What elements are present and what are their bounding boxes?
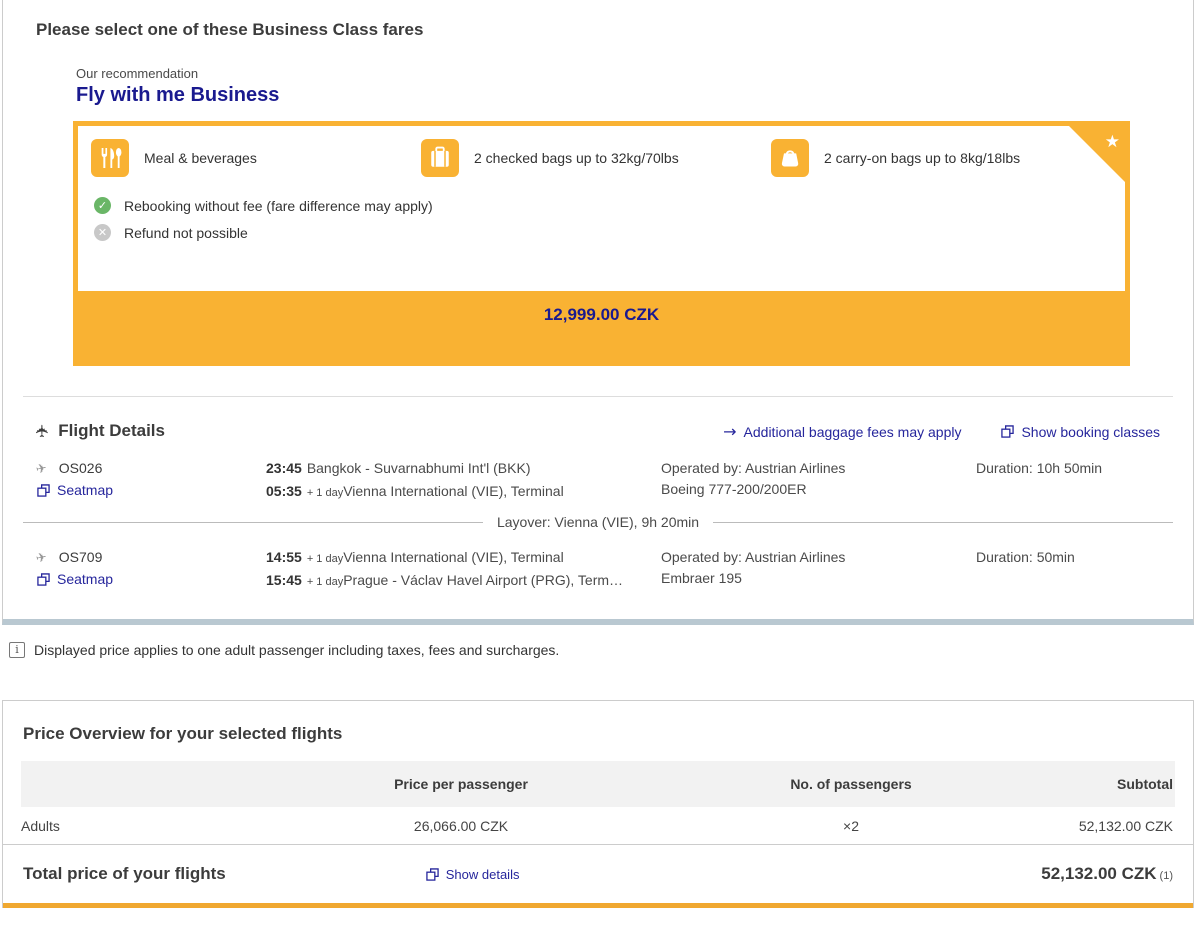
popup-window-icon	[426, 867, 439, 881]
aircraft: Boeing 777-200/200ER	[661, 481, 807, 497]
condition-label: Rebooking without fee (fare difference m…	[124, 197, 433, 214]
flight-segment-row: ✈ OS709 Seatmap 14:55 + 1 dayVienna Inter…	[34, 547, 1160, 593]
price-overview-title: Price Overview for your selected flights	[23, 724, 343, 743]
arrival-line: 05:35 + 1 dayVienna International (VIE), …	[266, 483, 564, 499]
total-price-note: (1)	[1159, 870, 1173, 882]
layover-line	[23, 521, 483, 523]
operated-by: Operated by: Austrian Airlines	[661, 460, 846, 476]
segment-id-col: ✈ OS709 Seatmap	[34, 547, 266, 593]
segment-route-col: 14:55 + 1 dayVienna International (VIE), …	[266, 547, 661, 593]
condition-rebooking: ✓ Rebooking without fee (fare difference…	[94, 197, 1113, 214]
check-icon: ✓	[94, 197, 111, 214]
plane-icon: ✈	[34, 550, 49, 567]
flight-details-links: → Additional baggage fees may apply Show…	[723, 422, 1160, 441]
show-details-link[interactable]: Show details	[426, 867, 519, 882]
fare-card-fly-with-me-business[interactable]: Meal & beverages 2 checked bags up to 32…	[73, 121, 1130, 366]
seatmap-link[interactable]: Seatmap	[37, 569, 266, 590]
star-icon: ★	[1104, 132, 1120, 152]
segment-operator-col: Operated by: Austrian Airlines Embraer 1…	[661, 547, 976, 593]
flight-details-header: ✈ Flight Details → Additional baggage fe…	[33, 421, 1160, 441]
recommended-corner-ribbon: ★	[1069, 126, 1125, 182]
cutlery-icon	[91, 139, 129, 177]
layover-line	[713, 521, 1174, 523]
baggage-fees-link[interactable]: → Additional baggage fees may apply	[723, 422, 962, 441]
header-price-per-passenger: Price per passenger	[394, 776, 528, 792]
fare-price: 12,999.00 CZK	[543, 305, 660, 324]
flight-details-title-text: Flight Details	[58, 421, 165, 440]
popup-window-icon	[37, 573, 50, 586]
spacer	[78, 251, 1125, 291]
fare-name: Fly with me Business	[76, 84, 280, 106]
table-row-adults: Adults 26,066.00 CZK ×2 52,132.00 CZK	[21, 807, 1175, 844]
segment-id-col: ✈ OS026 Seatmap	[34, 458, 266, 504]
price-overview-table: Price per passenger No. of passengers Su…	[21, 761, 1175, 844]
condition-refund: ✕ Refund not possible	[94, 224, 1113, 241]
segment-duration: Duration: 50min	[976, 549, 1075, 565]
show-booking-classes-link[interactable]: Show booking classes	[1001, 424, 1160, 440]
total-price: 52,132.00 CZK (1)	[1041, 864, 1173, 883]
plane-icon: ✈	[34, 461, 49, 478]
arrow-right-icon: →	[723, 422, 737, 441]
passenger-count: ×2	[843, 817, 859, 834]
row-label: Adults	[21, 817, 60, 834]
aircraft: Embraer 195	[661, 570, 742, 586]
segment-route-col: 23:45 Bangkok - Suvarnabhumi Int'l (BKK) …	[266, 458, 661, 504]
benefit-label: 2 checked bags up to 32kg/70lbs	[474, 150, 679, 166]
fare-selection-panel: Please select one of these Business Clas…	[2, 0, 1194, 625]
subtotal: 52,132.00 CZK	[1078, 817, 1173, 834]
benefit-carry-on-bags: 2 carry-on bags up to 8kg/18lbs	[771, 139, 1113, 177]
flight-details-title: ✈ Flight Details	[33, 421, 165, 441]
price-per-passenger: 26,066.00 CZK	[413, 817, 509, 834]
info-icon: i	[9, 642, 25, 658]
price-notice: i Displayed price applies to one adult p…	[9, 642, 1200, 658]
segment-duration: Duration: 10h 50min	[976, 460, 1103, 476]
flight-number: ✈ OS709	[34, 547, 266, 569]
price-notice-text: Displayed price applies to one adult pas…	[34, 642, 560, 658]
plane-icon: ✈	[33, 423, 54, 439]
table-header-row: Price per passenger No. of passengers Su…	[21, 761, 1175, 807]
flight-number: ✈ OS026	[34, 458, 266, 480]
departure-line: 23:45 Bangkok - Suvarnabhumi Int'l (BKK)	[266, 460, 531, 476]
fare-conditions: ✓ Rebooking without fee (fare difference…	[78, 187, 1125, 241]
header-subtotal: Subtotal	[1117, 776, 1173, 792]
layover-text: Layover: Vienna (VIE), 9h 20min	[496, 514, 700, 530]
section-divider	[23, 396, 1173, 397]
flight-segment-row: ✈ OS026 Seatmap 23:45 Bangkok - Suvarnabh…	[34, 458, 1160, 504]
popup-window-icon	[37, 484, 50, 497]
fare-price-button[interactable]: 12,999.00 CZK	[78, 291, 1125, 361]
total-row: Total price of your flights Show details…	[3, 844, 1193, 908]
page-title: Please select one of these Business Clas…	[36, 20, 424, 39]
arrival-line: 15:45 + 1 dayPrague - Václav Havel Airpor…	[266, 572, 624, 588]
total-label: Total price of your flights	[23, 864, 226, 883]
benefit-checked-bags: 2 checked bags up to 32kg/70lbs	[421, 139, 771, 177]
benefit-label: Meal & beverages	[144, 150, 257, 166]
popup-window-icon	[1001, 425, 1015, 438]
layover-row: Layover: Vienna (VIE), 9h 20min	[23, 514, 1174, 530]
benefit-meals: Meal & beverages	[91, 139, 421, 177]
segment-operator-col: Operated by: Austrian Airlines Boeing 77…	[661, 458, 976, 504]
condition-label: Refund not possible	[124, 224, 248, 241]
cross-icon: ✕	[94, 224, 111, 241]
checked-bag-icon	[421, 139, 459, 177]
header-no-of-passengers: No. of passengers	[790, 776, 912, 792]
operated-by: Operated by: Austrian Airlines	[661, 549, 846, 565]
carry-on-bag-icon	[771, 139, 809, 177]
benefit-label: 2 carry-on bags up to 8kg/18lbs	[824, 150, 1021, 166]
recommendation-label: Our recommendation	[76, 66, 199, 81]
recommendation-block: Our recommendation Fly with me Business	[76, 66, 1160, 107]
price-overview-card: Price Overview for your selected flights…	[2, 700, 1194, 908]
seatmap-link[interactable]: Seatmap	[37, 480, 266, 501]
fare-benefits: Meal & beverages 2 checked bags up to 32…	[78, 126, 1125, 187]
departure-line: 14:55 + 1 dayVienna International (VIE), …	[266, 549, 564, 565]
